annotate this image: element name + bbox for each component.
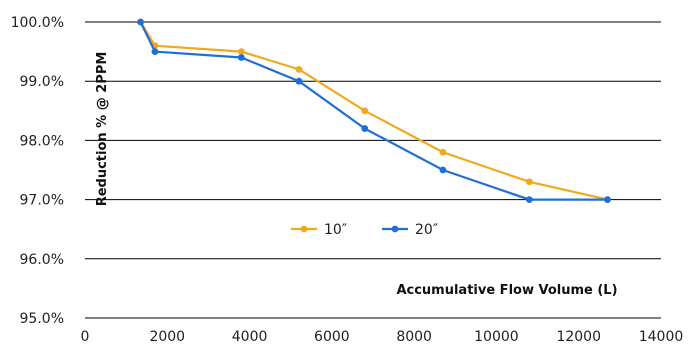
legend-marker — [391, 225, 399, 233]
legend-label: 10″ — [324, 222, 347, 238]
legend-marker — [300, 225, 308, 233]
y-tick-label: 95.0% — [20, 311, 64, 327]
series-line — [139, 21, 608, 201]
y-tick-label: 97.0% — [20, 193, 64, 209]
x-tick-label: 4000 — [232, 329, 268, 345]
y-axis-ticks: 95.0% 96.0% 97.0% 98.0% 99.0% 100.0% — [11, 15, 64, 327]
y-tick-label: 100.0% — [11, 15, 64, 31]
legend-label: 20″ — [415, 222, 438, 238]
series-lines — [137, 18, 611, 204]
data-point — [137, 18, 144, 26]
x-tick-label: 0 — [81, 329, 90, 345]
legend-item: 20″ — [382, 222, 438, 238]
series-line — [139, 21, 608, 201]
x-tick-label: 2000 — [149, 329, 185, 345]
x-axis-label: Accumulative Flow Volume (L) — [396, 283, 617, 298]
data-point — [525, 196, 533, 204]
data-point — [151, 48, 159, 55]
y-tick-label: 99.0% — [20, 74, 64, 90]
series-2 — [137, 18, 611, 204]
series-1 — [137, 18, 611, 204]
data-point — [295, 77, 303, 85]
gridlines — [85, 21, 661, 319]
x-tick-label: 12000 — [556, 329, 601, 345]
data-point — [237, 54, 245, 61]
x-axis-ticks: 0 2000 4000 6000 8000 10000 12000 14000 — [81, 329, 684, 345]
x-tick-label: 6000 — [314, 329, 350, 345]
legend-item: 10″ — [291, 222, 347, 238]
data-point — [525, 178, 533, 186]
y-tick-label: 96.0% — [20, 252, 64, 268]
x-tick-label: 8000 — [396, 329, 432, 345]
data-point — [439, 148, 447, 156]
y-tick-label: 98.0% — [20, 133, 64, 149]
y-axis-label: Reduction % @ 2PPM — [95, 52, 110, 207]
data-point — [361, 125, 369, 132]
data-point — [295, 65, 303, 73]
x-tick-label: 14000 — [639, 329, 684, 345]
legend: 10″ 20″ — [291, 222, 438, 238]
data-point — [361, 107, 369, 115]
x-tick-label: 10000 — [474, 329, 519, 345]
data-point — [604, 196, 611, 204]
data-point — [439, 166, 447, 174]
data-point — [237, 48, 245, 55]
